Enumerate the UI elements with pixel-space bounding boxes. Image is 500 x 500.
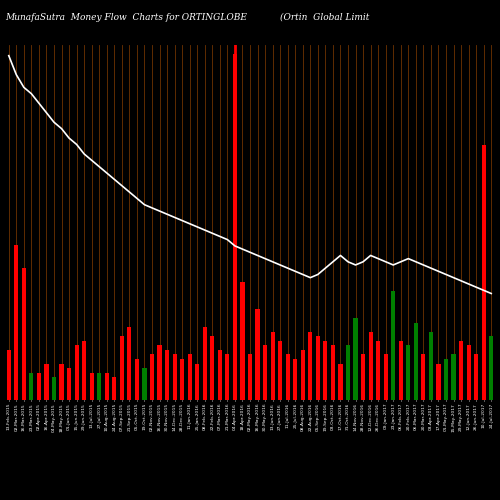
Bar [44,364,48,400]
Bar [218,350,222,400]
Bar [104,372,109,400]
Bar [195,364,200,400]
Bar [354,318,358,400]
Bar [368,332,372,400]
Bar [324,341,328,400]
Bar [278,341,282,400]
Bar [158,346,162,400]
Bar [459,341,463,400]
Bar [165,350,169,400]
Bar [286,354,290,400]
Bar [422,354,426,400]
Bar [331,346,335,400]
Bar [452,354,456,400]
Bar [263,346,267,400]
Bar [256,309,260,400]
Bar [248,354,252,400]
Text: (Ortin  Gl​obal Limit: (Ortin Gl​obal Limit [280,12,370,22]
Bar [444,359,448,400]
Bar [293,359,298,400]
Bar [429,332,433,400]
Bar [436,364,440,400]
Bar [226,354,230,400]
Bar [346,346,350,400]
Bar [90,372,94,400]
Bar [67,368,71,400]
Bar [150,354,154,400]
Bar [210,336,214,400]
Bar [406,346,410,400]
Bar [180,359,184,400]
Bar [376,341,380,400]
Bar [482,145,486,400]
Bar [308,332,312,400]
Bar [37,372,41,400]
Bar [120,336,124,400]
Bar [135,359,139,400]
Bar [240,282,244,400]
Bar [142,368,146,400]
Bar [202,327,207,400]
Bar [60,364,64,400]
Text: MunafaSutra  Money Flow  Charts for ORTINGLOBE: MunafaSutra Money Flow Charts for ORTING… [5,12,247,22]
Bar [474,354,478,400]
Bar [97,372,102,400]
Bar [338,364,342,400]
Bar [233,54,237,400]
Bar [14,246,18,400]
Bar [112,377,116,400]
Bar [52,377,56,400]
Bar [30,372,34,400]
Bar [361,354,365,400]
Bar [384,354,388,400]
Bar [6,350,11,400]
Bar [414,322,418,400]
Bar [398,341,403,400]
Bar [489,336,494,400]
Bar [22,268,26,400]
Bar [391,291,396,400]
Bar [300,350,305,400]
Bar [270,332,274,400]
Bar [82,341,86,400]
Bar [74,346,78,400]
Bar [316,336,320,400]
Bar [128,327,132,400]
Bar [466,346,470,400]
Bar [188,354,192,400]
Bar [172,354,176,400]
